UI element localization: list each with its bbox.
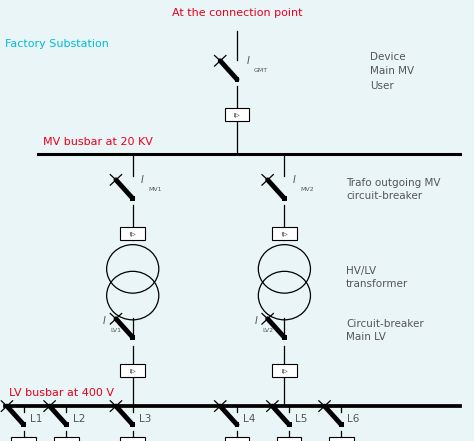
Bar <box>282 335 287 340</box>
Text: circuit-breaker: circuit-breaker <box>346 191 422 201</box>
Text: Circuit-breaker: Circuit-breaker <box>346 319 424 329</box>
Text: $I$: $I$ <box>292 173 296 185</box>
Bar <box>21 422 26 427</box>
Text: I▷: I▷ <box>129 368 136 373</box>
Bar <box>54 437 79 441</box>
Text: At the connection point: At the connection point <box>172 8 302 18</box>
Text: MV2: MV2 <box>300 187 314 192</box>
Bar <box>272 227 297 240</box>
Text: GMT: GMT <box>254 68 268 73</box>
Bar <box>277 437 301 441</box>
Text: I▷: I▷ <box>281 368 288 373</box>
Text: I▷: I▷ <box>281 231 288 236</box>
Bar <box>329 437 354 441</box>
Text: Factory Substation: Factory Substation <box>5 39 109 49</box>
Bar <box>235 422 239 427</box>
Text: L2: L2 <box>73 414 85 424</box>
Bar <box>339 422 344 427</box>
Bar <box>235 77 239 82</box>
Text: MV busbar at 20 KV: MV busbar at 20 KV <box>43 137 153 147</box>
Text: LV2: LV2 <box>262 328 273 333</box>
Bar <box>64 422 69 427</box>
Text: transformer: transformer <box>346 280 408 289</box>
Text: LV busbar at 400 V: LV busbar at 400 V <box>9 389 115 398</box>
Text: MV1: MV1 <box>148 187 162 192</box>
Bar <box>130 335 135 340</box>
Bar <box>225 437 249 441</box>
Text: $I$: $I$ <box>140 173 145 185</box>
Bar <box>272 364 297 377</box>
Bar <box>225 108 249 121</box>
Text: Main MV: Main MV <box>370 66 414 75</box>
Text: Device: Device <box>370 52 405 62</box>
Bar <box>120 437 145 441</box>
Text: Trafo outgoing MV: Trafo outgoing MV <box>346 178 440 188</box>
Text: $I$: $I$ <box>102 314 107 326</box>
Text: $I$: $I$ <box>246 54 250 66</box>
Text: HV/LV: HV/LV <box>346 266 376 276</box>
Bar <box>120 227 145 240</box>
Text: LV1: LV1 <box>110 328 121 333</box>
Text: L1: L1 <box>30 414 42 424</box>
Bar <box>130 196 135 201</box>
Text: L4: L4 <box>243 414 255 424</box>
Text: L5: L5 <box>295 414 308 424</box>
Text: $I$: $I$ <box>254 314 258 326</box>
Text: I▷: I▷ <box>234 112 240 117</box>
Text: Main LV: Main LV <box>346 333 386 342</box>
Text: L6: L6 <box>347 414 360 424</box>
Bar <box>282 196 287 201</box>
Text: User: User <box>370 81 393 91</box>
Bar <box>130 422 135 427</box>
Bar <box>11 437 36 441</box>
Bar <box>120 364 145 377</box>
Bar <box>287 422 292 427</box>
Text: I▷: I▷ <box>129 231 136 236</box>
Text: L3: L3 <box>139 414 151 424</box>
